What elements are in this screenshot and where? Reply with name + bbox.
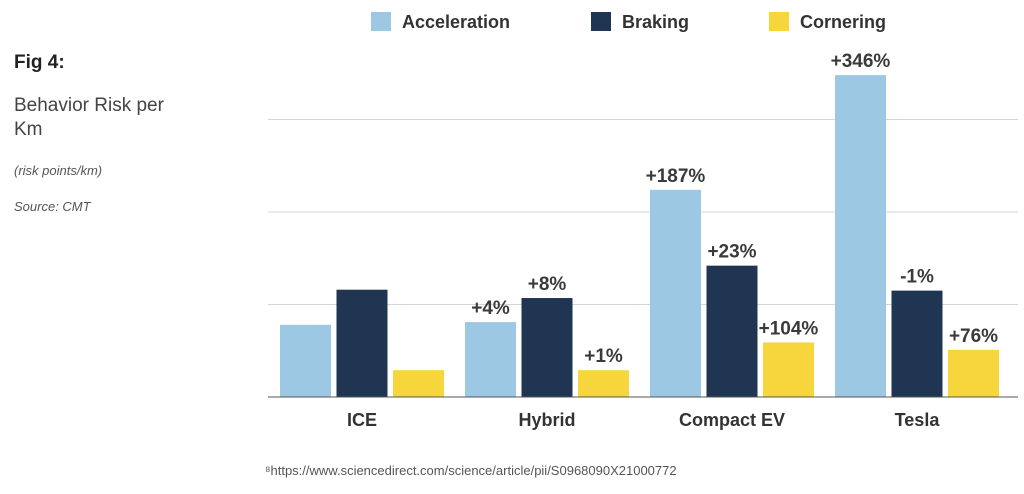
value-label-compact-ev-acceleration: +187% [646,166,706,187]
category-label-compact-ev: Compact EV [679,410,785,430]
legend-label-braking: Braking [622,12,689,32]
source-note: Source: CMT [14,199,91,214]
value-label-hybrid-cornering: +1% [584,346,623,367]
category-label-ice: ICE [347,410,377,430]
bar-compact-ev-braking [706,265,758,397]
legend-item-acceleration: Acceleration [371,12,510,32]
value-label-compact-ev-cornering: +104% [759,318,819,339]
category-labels: ICE Hybrid Compact EV Tesla [347,410,940,430]
bar-compact-ev-acceleration [650,189,701,397]
bar-tesla-cornering [948,349,999,397]
category-label-hybrid: Hybrid [518,410,575,430]
legend-swatch-cornering [769,12,789,31]
value-label-hybrid-braking: +8% [528,274,567,295]
bar-ice-braking [336,289,388,397]
legend-item-braking: Braking [591,12,689,32]
category-label-tesla: Tesla [895,410,941,430]
chart-title: Behavior Risk per Km [14,95,164,140]
footnote-url: ⁸https://www.sciencedirect.com/science/a… [265,463,677,478]
bar-hybrid-acceleration [465,322,516,397]
legend-label-acceleration: Acceleration [402,12,510,32]
bar-hybrid-cornering [578,370,629,397]
units-note: (risk points/km) [14,163,103,178]
value-label-tesla-acceleration: +346% [831,51,891,72]
value-label-tesla-cornering: +76% [949,326,998,347]
legend-swatch-acceleration [371,12,391,31]
bar-compact-ev-cornering [763,342,814,397]
bar-tesla-acceleration [835,75,886,397]
value-label-tesla-braking: -1% [900,267,934,288]
value-label-hybrid-acceleration: +4% [471,298,510,319]
figure-label: Fig 4: [14,52,65,73]
value-label-compact-ev-braking: +23% [707,242,756,263]
bars [280,75,999,397]
bar-ice-cornering [393,370,444,397]
bar-ice-acceleration [280,324,331,397]
legend-item-cornering: Cornering [769,12,886,32]
legend: Acceleration Braking Cornering [371,12,886,32]
bar-tesla-braking [891,290,943,397]
bar-hybrid-braking [521,298,573,397]
legend-swatch-braking [591,12,611,31]
value-labels: +4% +8% +1% +187% +23% +104% +346% -1% +76% [471,51,998,367]
legend-label-cornering: Cornering [800,12,886,32]
